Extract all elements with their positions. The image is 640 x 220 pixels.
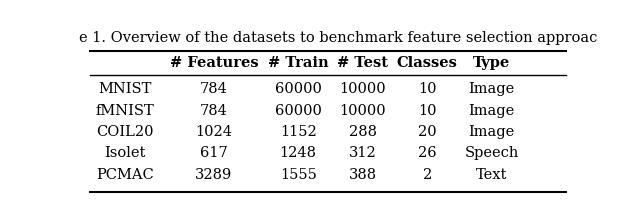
Text: 1248: 1248 (280, 147, 317, 160)
Text: e 1. Overview of the datasets to benchmark feature selection approac: e 1. Overview of the datasets to benchma… (79, 31, 597, 46)
Text: Image: Image (468, 104, 515, 118)
Text: 1555: 1555 (280, 168, 317, 182)
Text: 617: 617 (200, 147, 228, 160)
Text: Isolet: Isolet (104, 147, 145, 160)
Text: MNIST: MNIST (98, 82, 151, 96)
Text: 10: 10 (418, 82, 436, 96)
Text: 60000: 60000 (275, 82, 322, 96)
Text: 10: 10 (418, 104, 436, 118)
Text: 1024: 1024 (195, 125, 232, 139)
Text: 388: 388 (349, 168, 377, 182)
Text: Image: Image (468, 125, 515, 139)
Text: 784: 784 (200, 82, 228, 96)
Text: 26: 26 (418, 147, 436, 160)
Text: # Train: # Train (268, 56, 328, 70)
Text: 312: 312 (349, 147, 376, 160)
Text: 3289: 3289 (195, 168, 232, 182)
Text: COIL20: COIL20 (96, 125, 154, 139)
Text: Speech: Speech (465, 147, 519, 160)
Text: # Test: # Test (337, 56, 388, 70)
Text: 60000: 60000 (275, 104, 322, 118)
Text: 2: 2 (422, 168, 432, 182)
Text: Text: Text (476, 168, 508, 182)
Text: 784: 784 (200, 104, 228, 118)
Text: Classes: Classes (397, 56, 458, 70)
Text: PCMAC: PCMAC (96, 168, 154, 182)
Text: 20: 20 (418, 125, 436, 139)
Text: 10000: 10000 (339, 82, 386, 96)
Text: # Features: # Features (170, 56, 258, 70)
Text: Type: Type (473, 56, 510, 70)
Text: 288: 288 (349, 125, 377, 139)
Text: fMNIST: fMNIST (95, 104, 154, 118)
Text: 1152: 1152 (280, 125, 317, 139)
Text: Image: Image (468, 82, 515, 96)
Text: 10000: 10000 (339, 104, 386, 118)
